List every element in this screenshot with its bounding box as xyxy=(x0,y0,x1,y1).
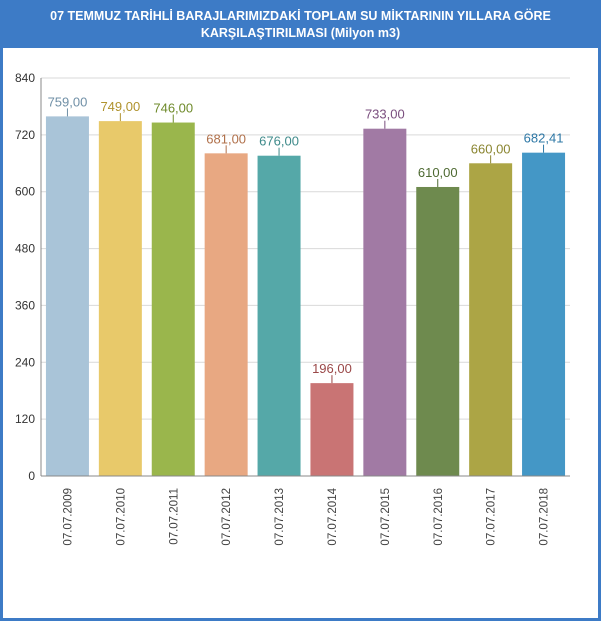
data-label: 746,00 xyxy=(153,101,193,116)
y-tick-label: 600 xyxy=(15,185,35,199)
x-tick-label: 07.07.2015 xyxy=(380,488,392,546)
data-label: 682,41 xyxy=(524,131,564,146)
y-tick-label: 840 xyxy=(15,71,35,85)
data-label: 676,00 xyxy=(259,134,299,149)
chart-title-bar: 07 TEMMUZ TARİHLİ BARAJLARIMIZDAKİ TOPLA… xyxy=(3,3,598,48)
bar-07.07.2011 xyxy=(151,122,195,477)
y-axis-ticks: 0 120 240 360 480 600 720 840 xyxy=(15,71,35,483)
bar-07.07.2015 xyxy=(363,128,407,476)
y-tick-label: 240 xyxy=(15,355,35,369)
data-label: 759,00 xyxy=(48,94,88,109)
bar-07.07.2009 xyxy=(45,116,89,476)
x-tick-label: 07.07.2014 xyxy=(327,487,339,545)
bar-chart: 0 120 240 360 480 600 720 840 759,00 749,00 746,0… xyxy=(15,71,570,546)
y-tick-label: 720 xyxy=(15,128,35,142)
data-label: 610,00 xyxy=(418,165,458,180)
bar-07.07.2017 xyxy=(469,163,513,476)
x-tick-label: 07.07.2018 xyxy=(539,488,551,546)
x-tick-label: 07.07.2010 xyxy=(115,488,127,546)
chart-title-line-1: 07 TEMMUZ TARİHLİ BARAJLARIMIZDAKİ TOPLA… xyxy=(50,9,551,23)
bar-07.07.2014 xyxy=(310,383,354,476)
x-tick-label: 07.07.2016 xyxy=(433,488,445,546)
y-tick-label: 360 xyxy=(15,298,35,312)
data-label: 749,00 xyxy=(100,99,140,114)
x-tick-label: 07.07.2012 xyxy=(221,488,233,546)
bar-07.07.2013 xyxy=(257,155,301,476)
x-tick-label: 07.07.2013 xyxy=(274,488,286,546)
data-labels: 759,00 749,00 746,00 681,00 676,00 196,00 733,… xyxy=(48,94,564,384)
bar-07.07.2012 xyxy=(204,153,248,476)
bar-07.07.2016 xyxy=(416,186,460,476)
x-axis-labels: 07.07.2009 07.07.2010 07.07.2011 07.07.2012… xyxy=(62,487,550,545)
x-tick-label: 07.07.2009 xyxy=(62,488,74,546)
x-tick-label: 07.07.2017 xyxy=(486,488,498,546)
chart-title-line-2: KARŞILAŞTIRILMASI (Milyon m3) xyxy=(200,26,401,40)
axes xyxy=(40,78,570,477)
bar-07.07.2010 xyxy=(98,121,142,476)
y-tick-label: 480 xyxy=(15,242,35,256)
data-label: 681,00 xyxy=(206,131,246,146)
data-label: 733,00 xyxy=(365,107,405,122)
bar-07.07.2018 xyxy=(522,152,566,476)
bars xyxy=(45,116,566,477)
x-tick-label: 07.07.2011 xyxy=(168,488,180,545)
y-tick-label: 120 xyxy=(15,412,35,426)
y-tick-label: 0 xyxy=(28,469,35,483)
data-label: 196,00 xyxy=(312,361,352,376)
data-label: 660,00 xyxy=(471,141,511,156)
